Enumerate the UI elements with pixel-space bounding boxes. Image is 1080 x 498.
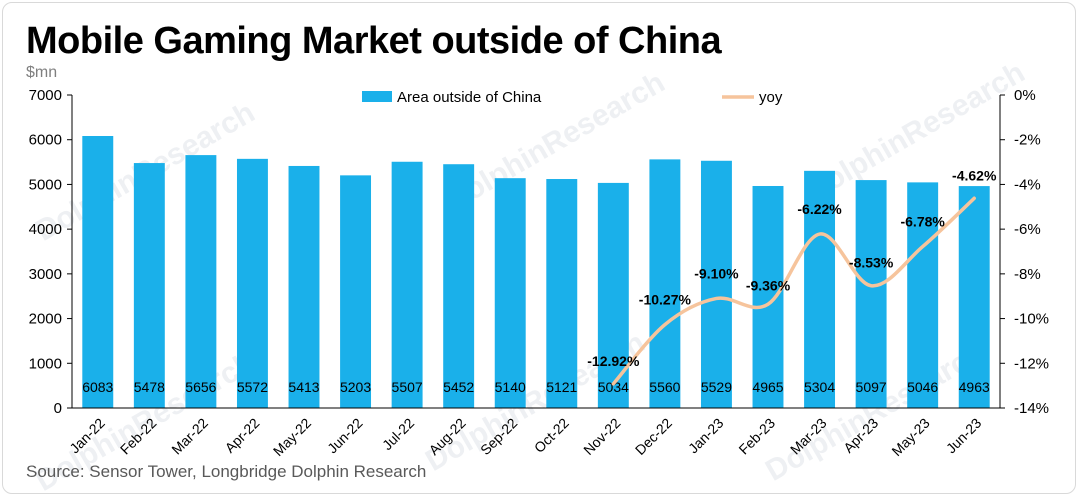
bar-value-label: 5304: [804, 379, 835, 395]
bar: [236, 158, 268, 408]
y-tick-label: 4000: [29, 221, 62, 238]
x-tick-label: May-22: [270, 415, 314, 459]
bar-value-label: 5529: [701, 379, 732, 395]
y2-tick-label: 0%: [1014, 87, 1036, 104]
bar-value-label: 4965: [752, 379, 783, 395]
legend: Area outside of China yoy: [362, 89, 783, 106]
y2-tick-label: -10%: [1014, 311, 1049, 328]
y-tick-label: 0: [54, 400, 62, 417]
legend-label-line: yoy: [759, 89, 783, 106]
source-note: Source: Sensor Tower, Longbridge Dolphin…: [26, 462, 427, 481]
bar-value-label: 5507: [392, 379, 423, 395]
bar-value-label: 5656: [185, 379, 216, 395]
y2-tick-label: -12%: [1014, 355, 1049, 372]
y-tick-label: 3000: [29, 266, 62, 283]
x-tick-label: Jun-23: [943, 415, 985, 457]
bar: [82, 136, 114, 409]
bar-value-label: 5097: [856, 379, 887, 395]
yoy-value-labels: -12.92% -10.27%-9.10% -9.36% -6.22% -8.53% -6…: [587, 167, 997, 369]
y-axis-right: 0% -2% -4% -6% -8% -10% -12% -14%: [999, 87, 1049, 417]
bar-value-labels: 6083 5478 5656 5572 5413 5203 5507 5452 5140 5121…: [82, 379, 990, 395]
y2-tick-label: -8%: [1014, 266, 1041, 283]
yoy-value-label: -8.53%: [849, 255, 894, 271]
bar-value-label: 5046: [907, 379, 938, 395]
bar: [340, 175, 372, 408]
y-tick-label: 6000: [29, 132, 62, 149]
legend-swatch-bar: [362, 91, 392, 102]
bar-value-label: 5121: [546, 379, 577, 395]
bar: [288, 165, 320, 408]
yoy-value-label: -9.10%: [694, 265, 739, 281]
x-tick-label: Feb-23: [735, 415, 778, 458]
bar-value-label: 5452: [443, 379, 474, 395]
bar-value-label: 5560: [649, 379, 680, 395]
bar: [391, 161, 423, 408]
y2-tick-label: -4%: [1014, 176, 1041, 193]
y2-tick-label: -14%: [1014, 400, 1049, 417]
bar: [546, 179, 578, 408]
chart-title: Mobile Gaming Market outside of China: [26, 20, 722, 62]
bar: [597, 182, 629, 408]
bar: [700, 160, 732, 408]
x-tick-label: Jul-22: [379, 415, 417, 453]
yoy-value-label: -4.62%: [952, 167, 997, 183]
bar: [907, 182, 939, 408]
yoy-value-label: -12.92%: [587, 353, 640, 369]
bar: [804, 170, 836, 408]
bar: [752, 185, 784, 408]
bar: [855, 180, 887, 408]
y-tick-label: 5000: [29, 176, 62, 193]
bar: [443, 164, 475, 408]
y-axis-unit: $mn: [26, 64, 58, 81]
bar-value-label: 5413: [288, 379, 319, 395]
bar-value-label: 5478: [134, 379, 165, 395]
x-tick-label: May-23: [888, 415, 932, 459]
bar-series: [82, 136, 990, 409]
bar-value-label: 5140: [495, 379, 526, 395]
bar-value-label: 5203: [340, 379, 371, 395]
bar: [958, 186, 990, 408]
x-tick-label: Jun-22: [324, 415, 366, 457]
bar-value-label: 5034: [598, 379, 629, 395]
x-tick-label: Jan-23: [685, 415, 727, 457]
y-axis-left: 0 1000 2000 3000 4000 5000 6000 7000: [29, 87, 73, 417]
yoy-line: [611, 196, 976, 386]
yoy-value-label: -10.27%: [639, 292, 692, 308]
x-tick-label: Dec-22: [632, 415, 675, 458]
y-tick-label: 1000: [29, 355, 62, 372]
yoy-value-label: -6.78%: [900, 214, 945, 230]
y2-tick-label: -6%: [1014, 221, 1041, 238]
legend-label-bar: Area outside of China: [397, 89, 542, 106]
y2-tick-label: -2%: [1014, 132, 1041, 149]
x-tick-label: Nov-22: [580, 415, 623, 458]
yoy-value-label: -9.36%: [746, 277, 791, 293]
y-tick-label: 2000: [29, 311, 62, 328]
bar: [494, 178, 526, 408]
x-tick-label: Oct-22: [531, 415, 572, 456]
x-tick-label: Apr-22: [222, 415, 263, 456]
bar: [649, 159, 681, 408]
bar-value-label: 4963: [959, 379, 990, 395]
bar: [133, 163, 165, 408]
yoy-line-series: [611, 196, 976, 386]
bar-value-label: 5572: [237, 379, 268, 395]
yoy-value-label: -6.22%: [797, 201, 842, 217]
y-tick-label: 7000: [29, 87, 62, 104]
bar: [185, 155, 217, 408]
bar-value-label: 6083: [82, 379, 113, 395]
